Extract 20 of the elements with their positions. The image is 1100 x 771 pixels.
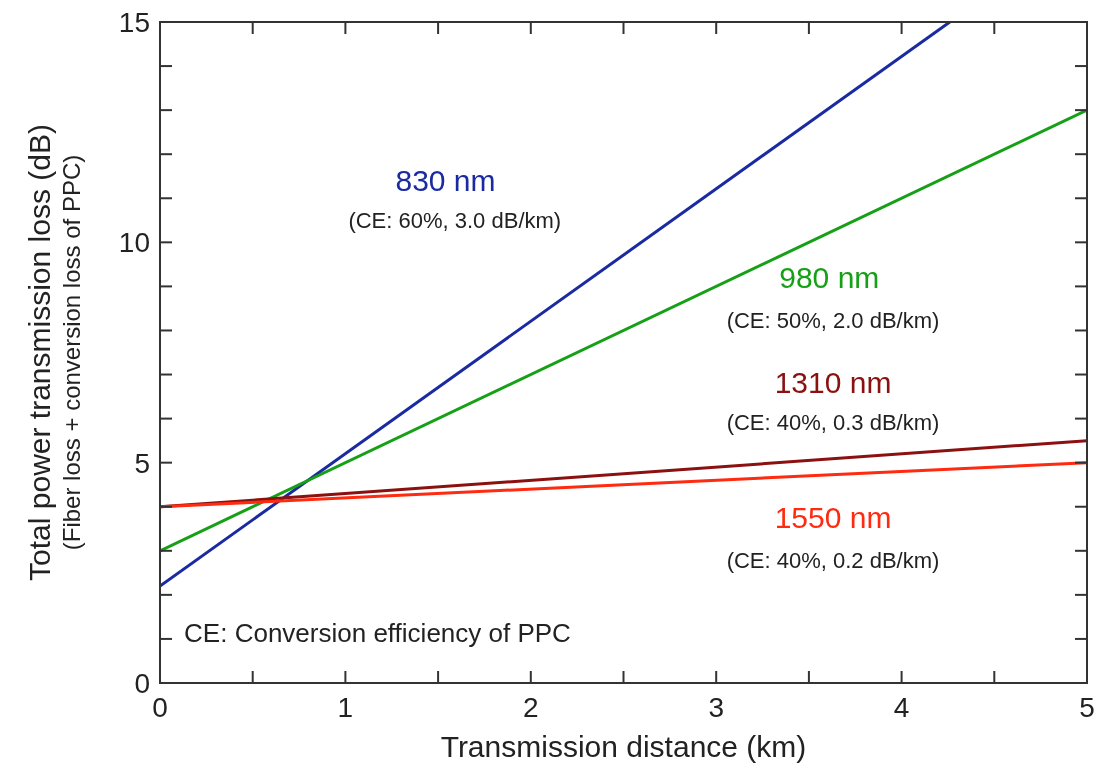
x-tick-label: 1 (337, 692, 354, 723)
y-tick-label: 0 (134, 668, 150, 699)
text: 830 nm (395, 164, 496, 198)
y-tick-label: 10 (118, 227, 150, 259)
annotation: CE: Conversion efficiency of PPC (184, 617, 571, 648)
x-tick-label: 2 (523, 692, 539, 723)
annotation: (CE: 40%, 0.3 dB/km) (726, 410, 940, 436)
series-label: 1550 nm (774, 500, 892, 534)
annotation: (CE: 60%, 3.0 dB/km) (348, 207, 562, 233)
y-tick-label: 15 (118, 7, 150, 38)
x-tick-label: 4 (893, 692, 910, 723)
y-axis-title: Total power transmission loss (dB) (Fiber loss + conversion loss of PPC) (23, 124, 85, 581)
series-label: 1310 nm (774, 366, 892, 400)
x-tick-label: 5 (1079, 692, 1095, 723)
annotation: (CE: 40%, 0.2 dB/km) (726, 548, 940, 574)
x-tick-label: 3 (708, 692, 724, 723)
y-tick-label: 5 (134, 447, 150, 479)
x-axis-title: Transmission distance (km) (440, 730, 807, 763)
series-label: 980 nm (779, 261, 880, 295)
annotation: (CE: 50%, 2.0 dB/km) (726, 307, 940, 333)
